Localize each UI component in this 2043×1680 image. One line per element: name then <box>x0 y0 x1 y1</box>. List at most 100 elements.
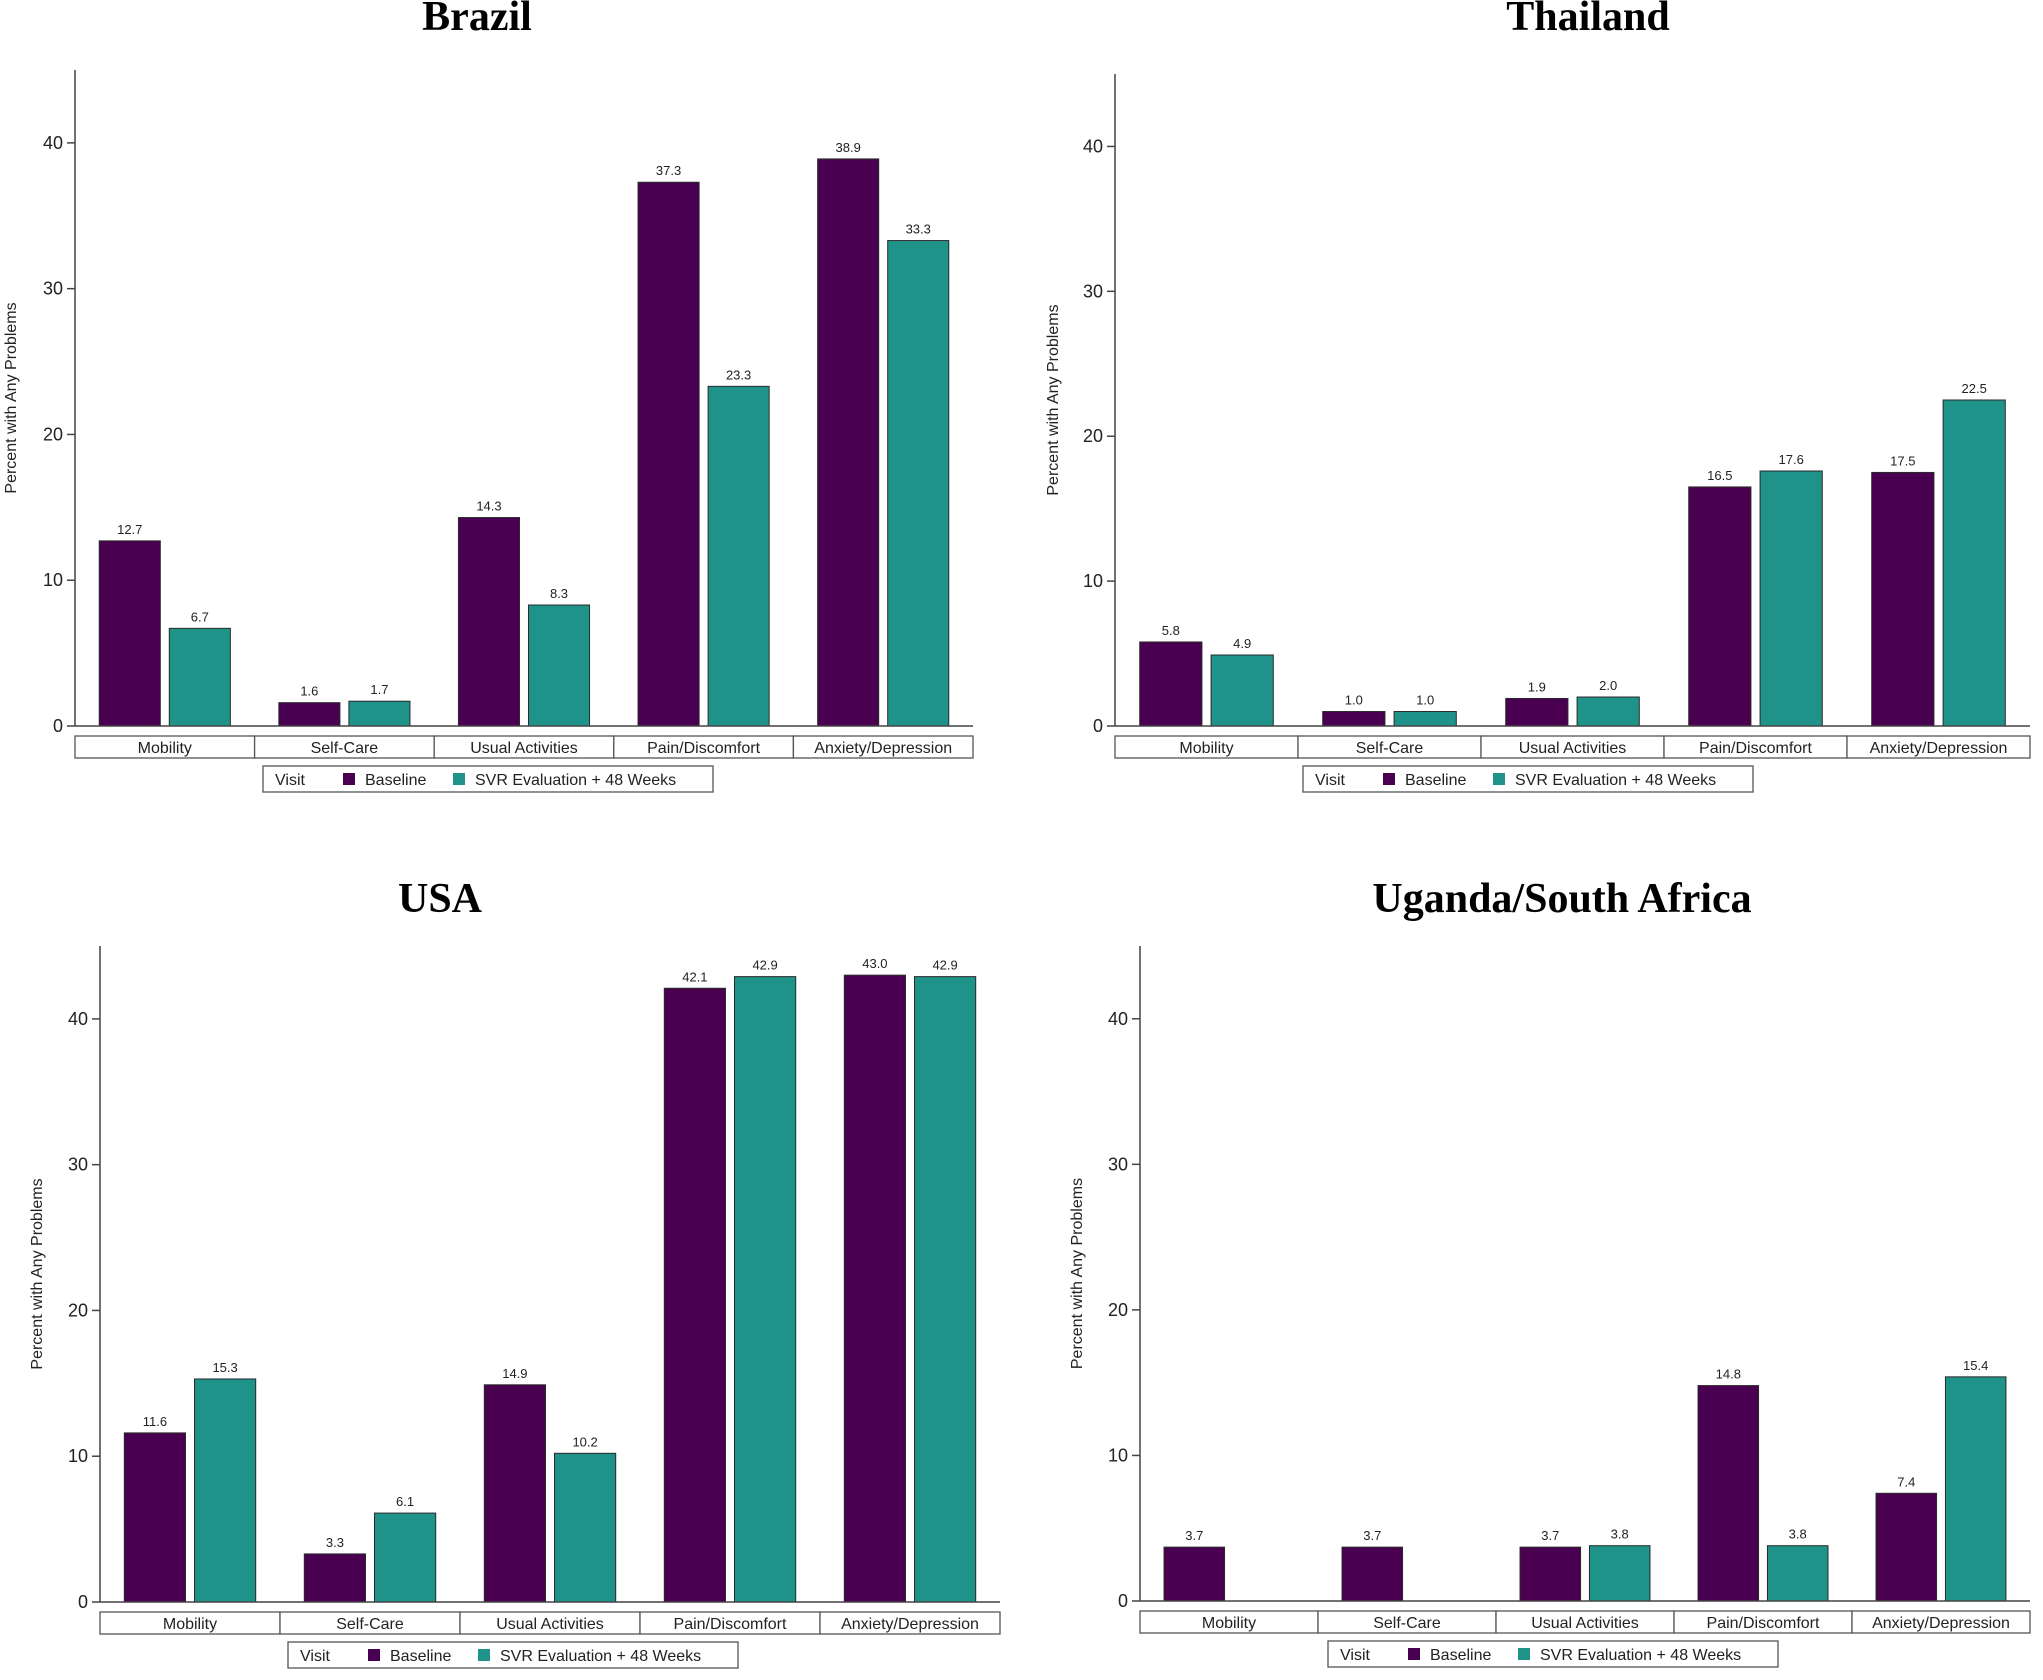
category-label: Usual Activities <box>1519 740 1627 757</box>
bar-baseline <box>98 540 161 727</box>
category-label: Pain/Discomfort <box>1699 740 1812 757</box>
y-tick-label: 10 <box>1083 571 1103 591</box>
bar-value-label: 1.7 <box>370 682 388 697</box>
y-tick-label: 10 <box>68 1446 88 1466</box>
bar-value-label: 12.7 <box>117 522 142 537</box>
bar-baseline <box>1875 1492 1938 1602</box>
bar-baseline <box>1139 641 1203 727</box>
y-tick-label: 10 <box>43 570 63 590</box>
chart-panel-brazil: Brazil 0 10 20 30 40 Percent with Any Problems… <box>3 0 974 793</box>
bar-svr <box>1759 470 1823 727</box>
legend-box <box>1302 765 1754 793</box>
legend-label-svr: SVR Evaluation + 48 Weeks <box>475 772 676 789</box>
bar-baseline <box>817 158 880 727</box>
bar-value-label: 7.4 <box>1897 1474 1915 1489</box>
bar-svr <box>914 976 977 1603</box>
bar-svr <box>1210 654 1274 727</box>
bar-svr <box>348 700 411 727</box>
bar-svr <box>1944 1376 2007 1602</box>
legend-title: Visit <box>300 1648 330 1665</box>
category-label: Self-Care <box>336 1616 404 1633</box>
bar-svr <box>1576 696 1640 727</box>
legend-title: Visit <box>1340 1647 1370 1664</box>
bar-value-label: 42.9 <box>932 958 957 973</box>
bar-value-label: 3.7 <box>1185 1528 1203 1543</box>
bar-value-label: 15.4 <box>1963 1358 1988 1373</box>
bar-svr <box>1766 1545 1829 1602</box>
bar-value-label: 33.3 <box>906 222 931 237</box>
bar-value-label: 22.5 <box>1962 381 1987 396</box>
legend-title: Visit <box>1315 772 1345 789</box>
legend-swatch-baseline <box>1383 773 1395 785</box>
y-axis-label: Percent with Any Problems <box>1045 304 1062 495</box>
chart-panel-uganda-south-africa: Uganda/South Africa 0 10 20 30 40 Percent with… <box>1069 876 2031 1668</box>
bar-value-label: 15.3 <box>212 1360 237 1375</box>
bar-baseline <box>1163 1546 1226 1602</box>
bar-baseline <box>1322 711 1386 727</box>
bar-baseline <box>278 702 341 727</box>
y-axis-label: Percent with Any Problems <box>29 1178 46 1369</box>
legend: Visit Baseline SVR Evaluation + 48 Weeks <box>1302 765 1754 793</box>
category-label: Anxiety/Depression <box>1872 1615 2010 1632</box>
legend-box <box>287 1641 739 1669</box>
bar-baseline <box>1519 1546 1582 1602</box>
bar-baseline <box>843 974 906 1603</box>
legend-swatch-svr <box>1518 1648 1530 1660</box>
category-box <box>792 735 974 759</box>
legend-swatch-baseline <box>343 773 355 785</box>
legend-swatch-baseline <box>368 1649 380 1661</box>
bar-baseline <box>1697 1385 1760 1602</box>
bar-svr <box>1393 711 1457 727</box>
bar-value-label: 11.6 <box>143 1414 167 1429</box>
bar-baseline <box>483 1384 546 1603</box>
y-tick-label: 20 <box>68 1300 88 1320</box>
bar-svr <box>527 604 591 727</box>
category-label: Anxiety/Depression <box>814 740 952 757</box>
y-tick-label: 20 <box>1083 426 1103 446</box>
legend: Visit Baseline SVR Evaluation + 48 Weeks <box>287 1641 739 1669</box>
y-tick-label: 30 <box>68 1155 88 1175</box>
legend-label-svr: SVR Evaluation + 48 Weeks <box>500 1648 701 1665</box>
y-tick-label: 20 <box>1108 1300 1128 1320</box>
bar-baseline <box>123 1432 187 1603</box>
y-axis-label: Percent with Any Problems <box>3 302 20 493</box>
bar-value-label: 4.9 <box>1233 636 1251 651</box>
legend-label-baseline: Baseline <box>390 1648 451 1665</box>
legend-label-baseline: Baseline <box>365 772 426 789</box>
y-tick-label: 0 <box>1093 716 1103 736</box>
legend-title: Visit <box>275 772 305 789</box>
bar-value-label: 42.9 <box>752 958 777 973</box>
bar-svr <box>168 627 231 727</box>
bar-value-label: 43.0 <box>862 956 887 971</box>
category-label: Pain/Discomfort <box>647 740 760 757</box>
y-tick-label: 30 <box>43 279 63 299</box>
bar-value-label: 17.6 <box>1779 452 1804 467</box>
bar-baseline <box>303 1553 366 1603</box>
chart-panel-thailand: Thailand 0 10 20 30 40 Percent with Any Proble… <box>1045 0 2031 793</box>
category-label: Pain/Discomfort <box>674 1616 787 1633</box>
bar-baseline <box>1341 1546 1404 1602</box>
bar-value-label: 8.3 <box>550 586 568 601</box>
category-label: Anxiety/Depression <box>841 1616 979 1633</box>
bar-value-label: 1.0 <box>1345 693 1363 708</box>
category-box <box>819 1611 1001 1635</box>
chart-title: USA <box>398 876 483 922</box>
category-box <box>1846 735 2031 759</box>
category-label: Self-Care <box>1356 740 1424 757</box>
bar-svr <box>1588 1545 1651 1602</box>
bar-value-label: 38.9 <box>836 140 861 155</box>
bar-svr <box>1942 399 2006 727</box>
bar-baseline <box>663 987 726 1603</box>
bar-value-label: 3.8 <box>1789 1527 1807 1542</box>
bar-value-label: 3.8 <box>1611 1527 1629 1542</box>
legend-swatch-svr <box>453 773 465 785</box>
category-label: Mobility <box>1179 740 1233 757</box>
category-label: Self-Care <box>311 740 379 757</box>
bar-value-label: 3.7 <box>1363 1528 1381 1543</box>
bar-value-label: 23.3 <box>726 367 751 382</box>
bar-value-label: 1.6 <box>300 684 318 699</box>
bar-baseline <box>457 517 521 727</box>
legend-swatch-baseline <box>1408 1648 1420 1660</box>
category-label: Usual Activities <box>470 740 578 757</box>
